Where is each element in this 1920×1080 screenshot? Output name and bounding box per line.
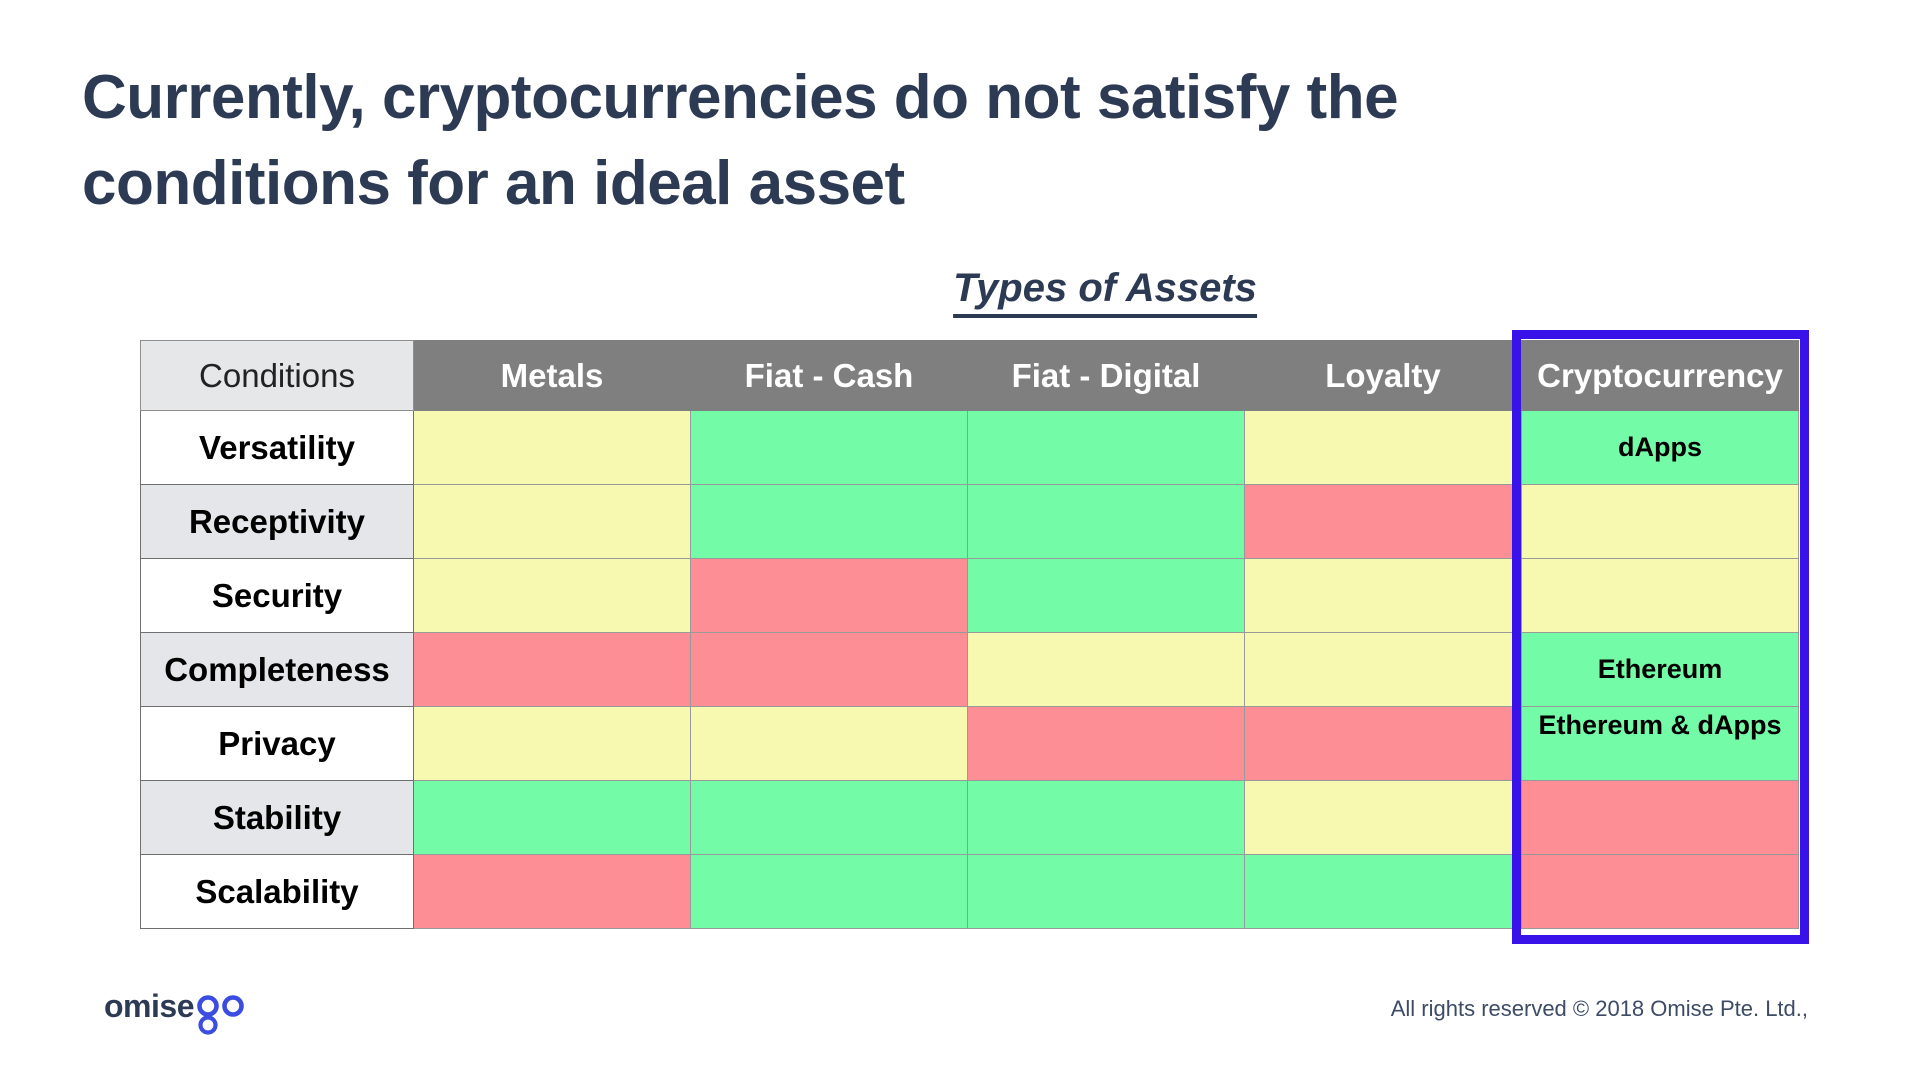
cell-scalability-metals (413, 854, 691, 929)
table-row-versatility: Versatility dApps (140, 410, 1799, 485)
table-heading: Types of Assets (953, 266, 1257, 318)
table-row-privacy: Privacy Ethereum & dApps (140, 706, 1799, 781)
cell-security-loyalty (1244, 558, 1522, 633)
table-heading-wrap: Types of Assets (953, 266, 1257, 318)
row-label-scalability: Scalability (140, 854, 414, 929)
cell-receptivity-metals (413, 484, 691, 559)
slide-title: Currently, cryptocurrencies do not satis… (82, 55, 1582, 226)
cell-stability-fiat-digital (967, 780, 1245, 855)
cell-completeness-loyalty (1244, 632, 1522, 707)
row-label-security: Security (140, 558, 414, 633)
cell-versatility-metals (413, 410, 691, 485)
cell-stability-fiat-cash (690, 780, 968, 855)
table-header: Conditions Metals Fiat - Cash Fiat - Digita… (140, 340, 1799, 411)
cell-stability-loyalty (1244, 780, 1522, 855)
omisego-logo-text: omise (104, 988, 194, 1024)
cell-completeness-fiat-digital (967, 632, 1245, 707)
column-header-fiat-cash: Fiat - Cash (690, 340, 968, 411)
cell-stability-metals (413, 780, 691, 855)
cell-scalability-cryptocurrency (1521, 854, 1799, 929)
cell-receptivity-loyalty (1244, 484, 1522, 559)
table-header-row: Conditions Metals Fiat - Cash Fiat - Digita… (140, 340, 1799, 411)
column-header-cryptocurrency: Cryptocurrency (1521, 340, 1799, 411)
cell-privacy-loyalty (1244, 706, 1522, 781)
cell-scalability-loyalty (1244, 854, 1522, 929)
cell-text: dApps (1618, 432, 1702, 462)
cell-completeness-fiat-cash (690, 632, 968, 707)
cell-privacy-metals (413, 706, 691, 781)
row-label-completeness: Completeness (140, 632, 414, 707)
table-row-scalability: Scalability (140, 854, 1799, 929)
row-label-receptivity: Receptivity (140, 484, 414, 559)
cell-receptivity-cryptocurrency (1521, 484, 1799, 559)
cell-text: Ethereum & dApps (1538, 710, 1782, 740)
table-row-receptivity: Receptivity (140, 484, 1799, 559)
column-header-fiat-digital: Fiat - Digital (967, 340, 1245, 411)
table-row-security: Security (140, 558, 1799, 633)
slide-title-line1: Currently, cryptocurrencies do not satis… (82, 63, 1399, 132)
cell-security-metals (413, 558, 691, 633)
cell-scalability-fiat-digital (967, 854, 1245, 929)
cell-scalability-fiat-cash (690, 854, 968, 929)
row-label-stability: Stability (140, 780, 414, 855)
column-header-metals: Metals (413, 340, 691, 411)
cell-privacy-fiat-digital (967, 706, 1245, 781)
slide-title-line2: conditions for an ideal asset (82, 148, 905, 218)
column-header-loyalty: Loyalty (1244, 340, 1522, 411)
cell-security-fiat-digital (967, 558, 1245, 633)
cell-stability-cryptocurrency (1521, 780, 1799, 855)
cell-security-fiat-cash (690, 558, 968, 633)
cell-versatility-fiat-cash (690, 410, 968, 485)
corner-header-conditions: Conditions (140, 340, 414, 411)
row-label-privacy: Privacy (140, 706, 414, 781)
table-row-stability: Stability (140, 780, 1799, 855)
copyright-text: All rights reserved © 2018 Omise Pte. Lt… (1390, 996, 1808, 1021)
cell-privacy-cryptocurrency: Ethereum & dApps (1521, 706, 1799, 781)
cell-text: Ethereum (1597, 654, 1723, 684)
cell-versatility-fiat-digital (967, 410, 1245, 485)
table-body: Versatility dApps Receptivity Security Compl… (140, 410, 1799, 929)
cell-receptivity-fiat-cash (690, 484, 968, 559)
cell-versatility-loyalty (1244, 410, 1522, 485)
cell-security-cryptocurrency (1521, 558, 1799, 633)
table-row-completeness: Completeness Ethereum (140, 632, 1799, 707)
cell-completeness-cryptocurrency: Ethereum (1521, 632, 1799, 707)
assets-conditions-table: Conditions Metals Fiat - Cash Fiat - Digita… (140, 340, 1799, 929)
cell-versatility-cryptocurrency: dApps (1521, 410, 1799, 485)
row-label-versatility: Versatility (140, 410, 414, 485)
cell-privacy-fiat-cash (690, 706, 968, 781)
omisego-logo-go-icon (197, 995, 244, 1035)
cell-completeness-metals (413, 632, 691, 707)
omisego-logo: omise (104, 990, 253, 1038)
cell-receptivity-fiat-digital (967, 484, 1245, 559)
